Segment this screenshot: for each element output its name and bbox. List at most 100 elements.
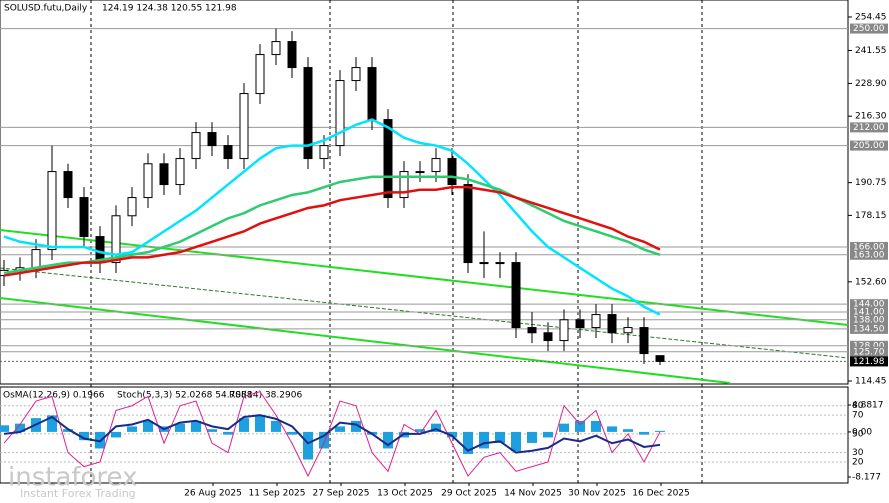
x-tick-label: 13 Oct 2025 (377, 489, 433, 499)
indicator-label: OsMA(12,26,9) 0.1966 (3, 391, 105, 401)
osma-bar (271, 420, 281, 432)
watermark: instaforex (8, 463, 137, 493)
osma-bar (0, 425, 9, 432)
candle-body (143, 163, 153, 199)
osma-bar (303, 431, 313, 460)
osma-bar (511, 431, 521, 452)
x-tick-label: 29 Oct 2025 (441, 489, 497, 499)
candle-body (159, 163, 169, 186)
y-tick-label: 241.55 (855, 46, 887, 56)
period-separators (90, 0, 703, 483)
osma-bar (287, 431, 297, 435)
osma-bar (351, 420, 361, 432)
osma-bar (623, 429, 633, 432)
level-label: 250.00 (853, 24, 885, 34)
osc-tick-label: 20 (852, 457, 864, 467)
candle-body (127, 197, 137, 217)
symbol: SOLUSD.futu,Daily (4, 4, 88, 14)
level-label: 138.00 (853, 315, 885, 325)
y-tick-label: 190.75 (855, 178, 887, 188)
rsi-line (3, 414, 661, 454)
osma-bar (111, 431, 121, 438)
candle-body (383, 119, 393, 199)
osma-bar (255, 415, 265, 432)
indicator-label: Stoch(5,3,3) 52.0268 54.7088 (117, 391, 253, 401)
indicator-label: RSI(14) 38.2906 (229, 391, 302, 401)
candle-body (111, 215, 121, 264)
level-box (850, 323, 888, 334)
x-tick-label: 27 Sep 2025 (312, 489, 369, 499)
moving-average (3, 118, 661, 316)
candle-body (239, 93, 249, 160)
ohlc: 124.19 124.38 120.55 121.98 (102, 4, 237, 14)
level-label: 125.70 (853, 347, 885, 357)
osma-bar (207, 429, 217, 432)
trend-line (0, 267, 849, 359)
candle-body (31, 249, 41, 269)
candle-body (319, 145, 329, 160)
level-box (850, 249, 888, 260)
candle-body (607, 314, 617, 334)
osma-bar (223, 431, 233, 435)
osma-bar (415, 429, 425, 432)
level-box (850, 346, 888, 357)
candle-body (63, 171, 73, 199)
candle-body (511, 262, 521, 329)
y-tick-label: 228.90 (855, 79, 887, 89)
x-tick-label: 16 Dec 2025 (632, 489, 690, 499)
osma-bar (431, 423, 441, 432)
candle-body (175, 158, 185, 186)
osma-bar (591, 420, 601, 432)
candle-body (223, 145, 233, 160)
candle-body (655, 355, 665, 362)
osma-bar (319, 431, 329, 449)
level-label: 163.00 (853, 250, 885, 260)
osma-bar (47, 415, 57, 432)
watermark-sub: Instant Forex Trading (20, 487, 136, 500)
candle-body (255, 54, 265, 95)
stoch-line (3, 391, 661, 478)
osma-tick-label: 0.00 (852, 427, 872, 437)
candle-body (287, 41, 297, 69)
candle-body (303, 67, 313, 160)
osma-bar (63, 429, 73, 432)
candle-body (207, 132, 217, 147)
level-label: 212.00 (853, 123, 885, 133)
candle-body (367, 67, 377, 121)
level-box (850, 314, 888, 325)
osc-tick-label: 30 (852, 448, 864, 458)
osma-bar (335, 426, 345, 432)
x-tick-label: 14 Nov 2025 (504, 489, 562, 499)
candle-body (639, 327, 649, 355)
osma-bar (463, 431, 473, 454)
y-tick-label: 216.30 (855, 112, 887, 122)
level-label: 141.00 (853, 307, 885, 317)
candle-body (591, 314, 601, 329)
candle-body (431, 158, 441, 173)
level-box (850, 122, 888, 133)
candle-body (399, 171, 409, 199)
candle-body (351, 67, 361, 82)
level-box (850, 140, 888, 151)
osma-bar (495, 431, 505, 443)
y-tick-label: 254.45 (855, 13, 887, 23)
candle-body (415, 171, 425, 174)
osma-bar (639, 431, 649, 435)
x-tick-label: 11 Sep 2025 (248, 489, 305, 499)
level-box (850, 299, 888, 310)
last-price-label: 121.98 (853, 357, 885, 367)
osma-bar (655, 430, 665, 432)
moving-average (3, 185, 661, 277)
level-box (850, 306, 888, 317)
candle-body (79, 197, 89, 238)
osma-tick-label: -8.177 (852, 473, 881, 483)
osma-bar (575, 420, 585, 432)
x-tick-label: 26 Aug 2025 (184, 489, 242, 499)
last-price-box (850, 356, 888, 367)
osma-bar (175, 423, 185, 432)
candle-body (527, 327, 537, 334)
osma-bar (383, 431, 393, 449)
level-box (850, 340, 888, 351)
candle-body (191, 132, 201, 160)
